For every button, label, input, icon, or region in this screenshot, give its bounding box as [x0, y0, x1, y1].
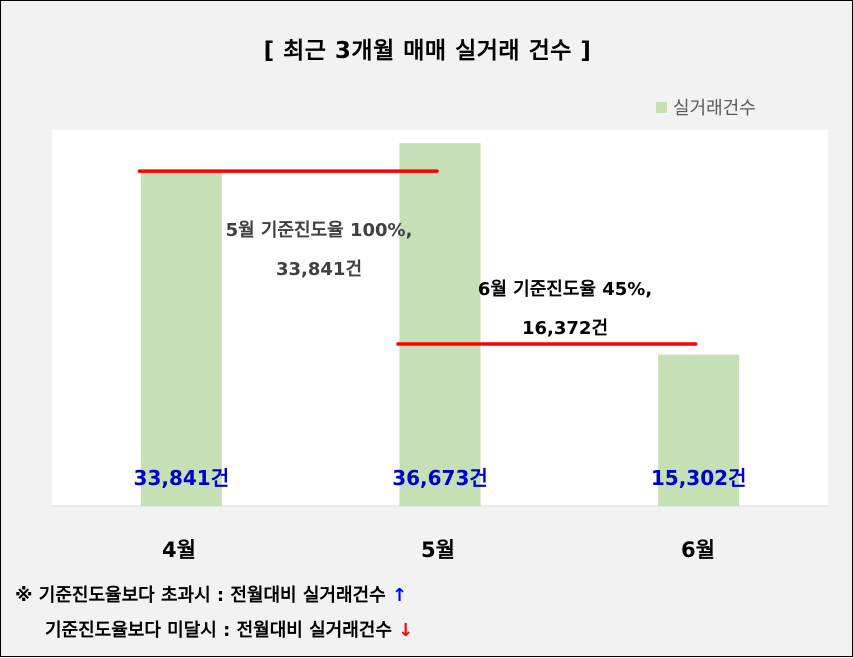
data-label-2: 15,302건 [651, 466, 747, 490]
data-label-1: 36,673건 [392, 466, 488, 490]
note-below-text: 기준진도율보다 미달시 : 전월대비 실거래건수 [45, 620, 399, 641]
reference-label-0-line-0: 5월 기준진도율 100%, [226, 220, 413, 241]
reference-label-0-line-1: 33,841건 [276, 259, 362, 280]
bar-2 [658, 354, 740, 506]
data-label-0: 33,841건 [134, 466, 230, 490]
bar-1 [399, 143, 481, 506]
legend-swatch [656, 101, 667, 113]
legend-label: 실거래건수 [673, 98, 756, 119]
reference-label-1-line-0: 6월 기준진도율 45%, [478, 279, 652, 300]
note-exceed-text: 기준진도율보다 초과시 : 전월대비 실거래건수 [38, 585, 392, 606]
category-label-may: 5월 [421, 538, 455, 562]
category-label-apr: 4월 [162, 538, 196, 562]
bar-0 [140, 171, 222, 506]
arrow-up-icon: ↑ [391, 585, 408, 606]
arrow-down-icon: ↓ [398, 620, 414, 641]
reference-label-1-line-1: 16,372건 [522, 318, 608, 339]
chart-title: [ 최근 3개월 매매 실거래 건수 ] [263, 38, 592, 64]
category-label-jun: 6월 [681, 538, 715, 562]
chart-legend: 실거래건수 [656, 94, 756, 120]
note-prefix: ※ [15, 585, 39, 606]
note-below: 기준진도율보다 미달시 : 전월대비 실거래건수 ↓ [45, 616, 413, 642]
note-exceed: ※ 기준진도율보다 초과시 : 전월대비 실거래건수 ↑ [15, 581, 407, 607]
